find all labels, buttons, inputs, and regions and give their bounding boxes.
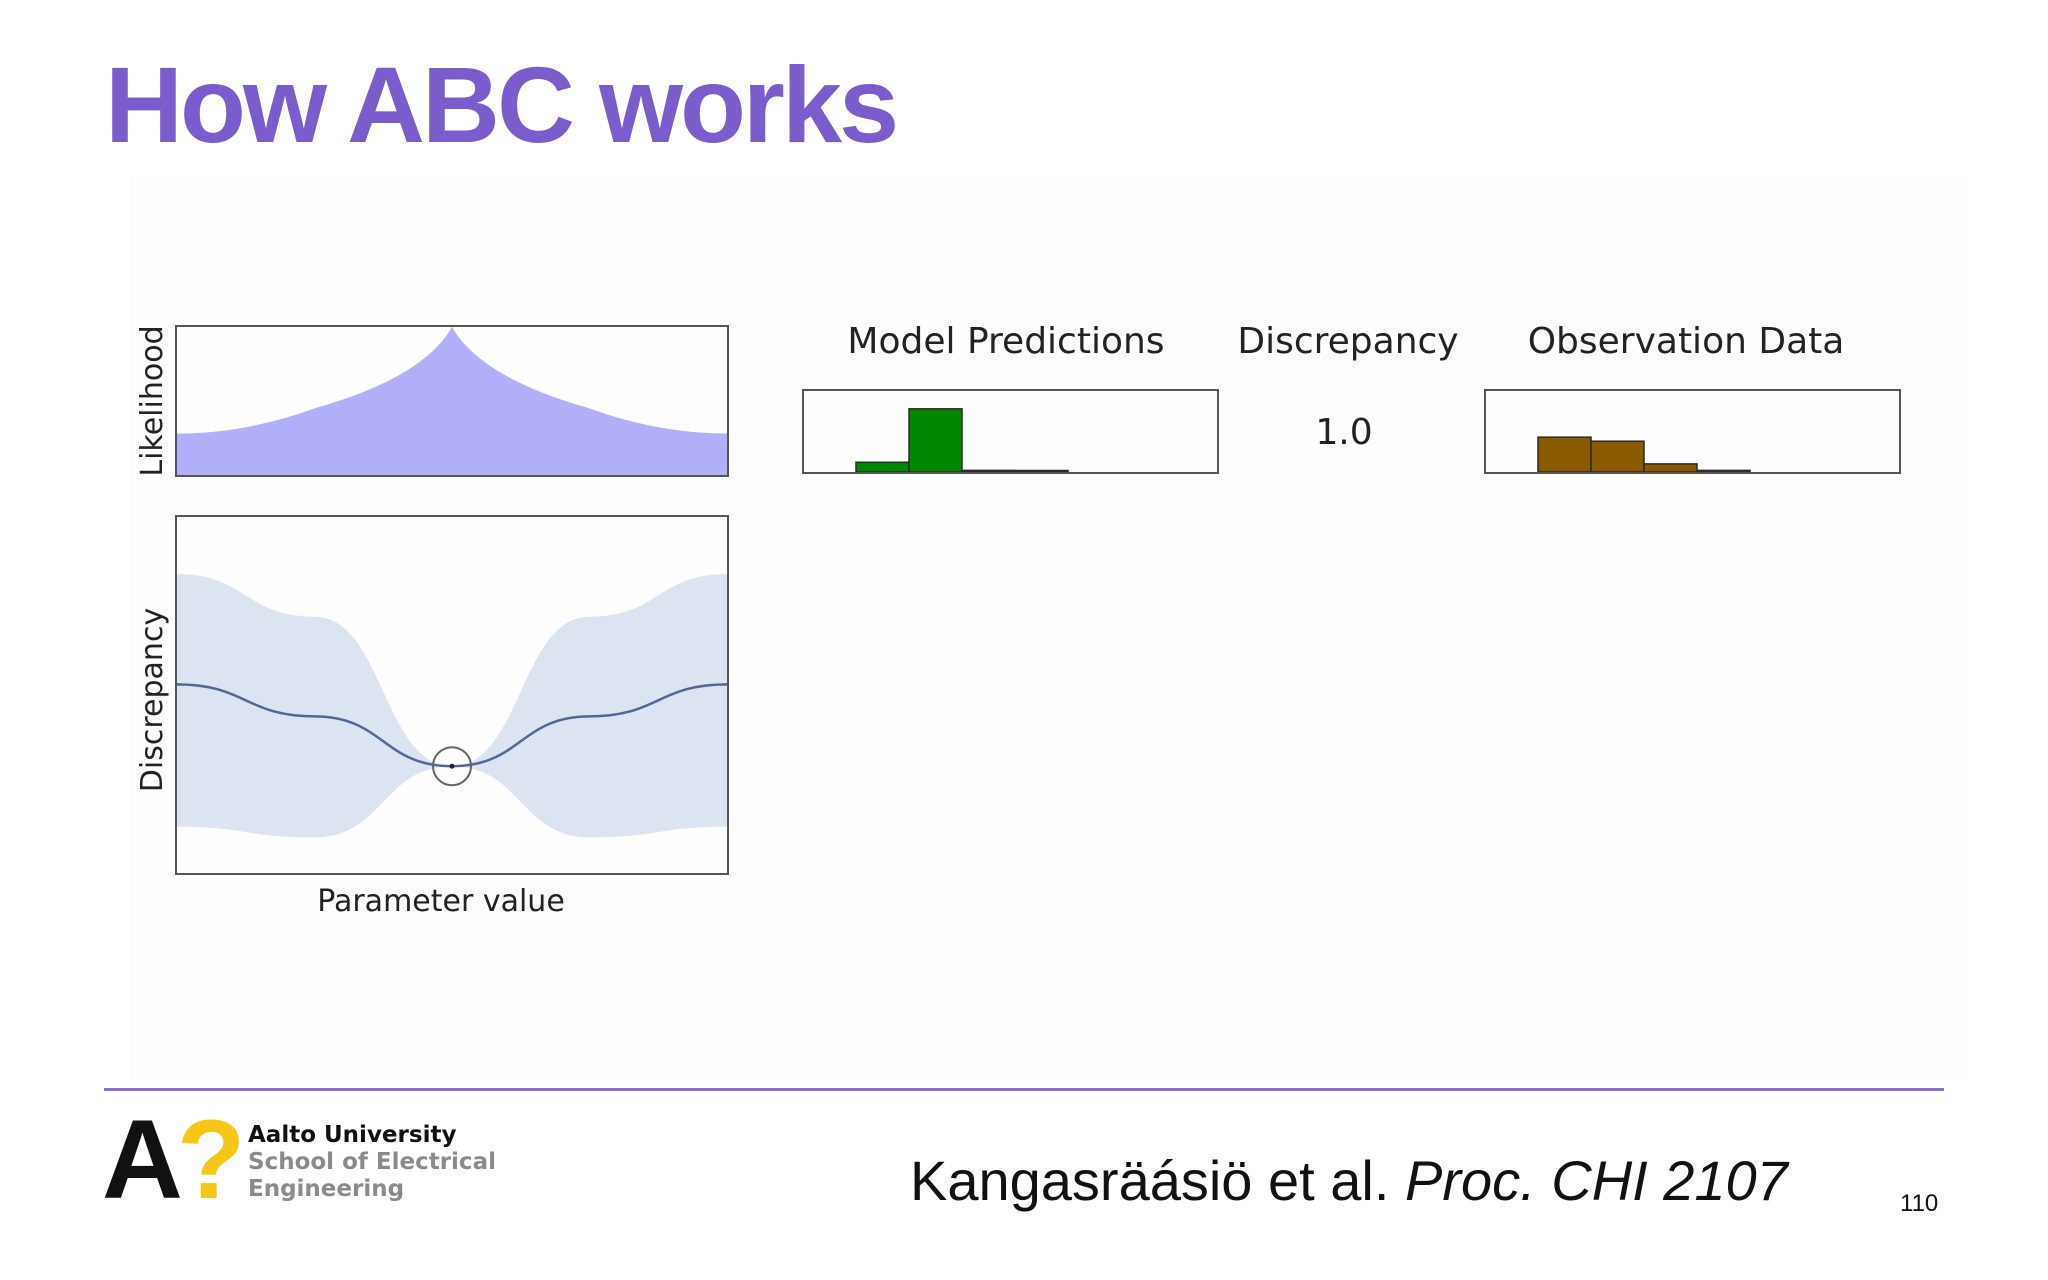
discrepancy-label: Discrepancy: [1237, 321, 1458, 362]
school-name-line1: School of Electrical: [248, 1149, 496, 1175]
citation-venue: Proc. CHI 2107: [1404, 1149, 1788, 1212]
uncertainty-band: [177, 573, 727, 838]
observation-bars-bar-2: [1590, 440, 1645, 473]
logo-wordmark: Aalto University School of Electrical En…: [248, 1122, 496, 1203]
page-number: 110: [1900, 1190, 1939, 1217]
observation-frame: [1484, 389, 1901, 474]
university-name: Aalto University: [248, 1122, 457, 1148]
prediction-bars-bar-2: [908, 408, 963, 473]
model-predictions-label: Model Predictions: [847, 321, 1164, 362]
discrepancy-frame: [175, 515, 729, 875]
observation-histogram: [1537, 436, 1751, 473]
observation-data-label: Observation Data: [1528, 321, 1845, 362]
footer-divider: [104, 1088, 1944, 1091]
logo-letter-a: A: [102, 1097, 183, 1222]
parameter-axis-label: Parameter value: [317, 884, 565, 919]
evaluated-point-dot: [449, 763, 455, 769]
prediction-bars-bar-4: [1014, 469, 1069, 473]
logo-question-mark: ?: [176, 1097, 245, 1222]
slide-title: How ABC works: [105, 44, 899, 165]
aalto-logo: A?: [102, 1104, 245, 1216]
citation: Kangasräásiö et al. Proc. CHI 2107: [910, 1148, 1788, 1213]
citation-authors: Kangasräásiö et al.: [910, 1149, 1390, 1212]
prediction-histogram: [855, 408, 1069, 473]
school-name-line2: Engineering: [248, 1176, 405, 1202]
observation-bars-bar-3: [1643, 463, 1698, 473]
evaluated-point-marker: [432, 746, 472, 787]
likelihood-area: [177, 327, 727, 475]
prediction-frame: [802, 389, 1219, 474]
likelihood-frame: [175, 325, 729, 477]
prediction-bars-bar-3: [961, 469, 1016, 473]
discrepancy-value: 1.0: [1315, 412, 1372, 453]
observation-bars-bar-4: [1696, 469, 1751, 473]
likelihood-axis-label: Likelihood: [135, 325, 170, 476]
discrepancy-axis-label: Discrepancy: [135, 608, 170, 792]
observation-bars-bar-1: [1537, 436, 1592, 473]
prediction-bars-bar-1: [855, 461, 910, 473]
